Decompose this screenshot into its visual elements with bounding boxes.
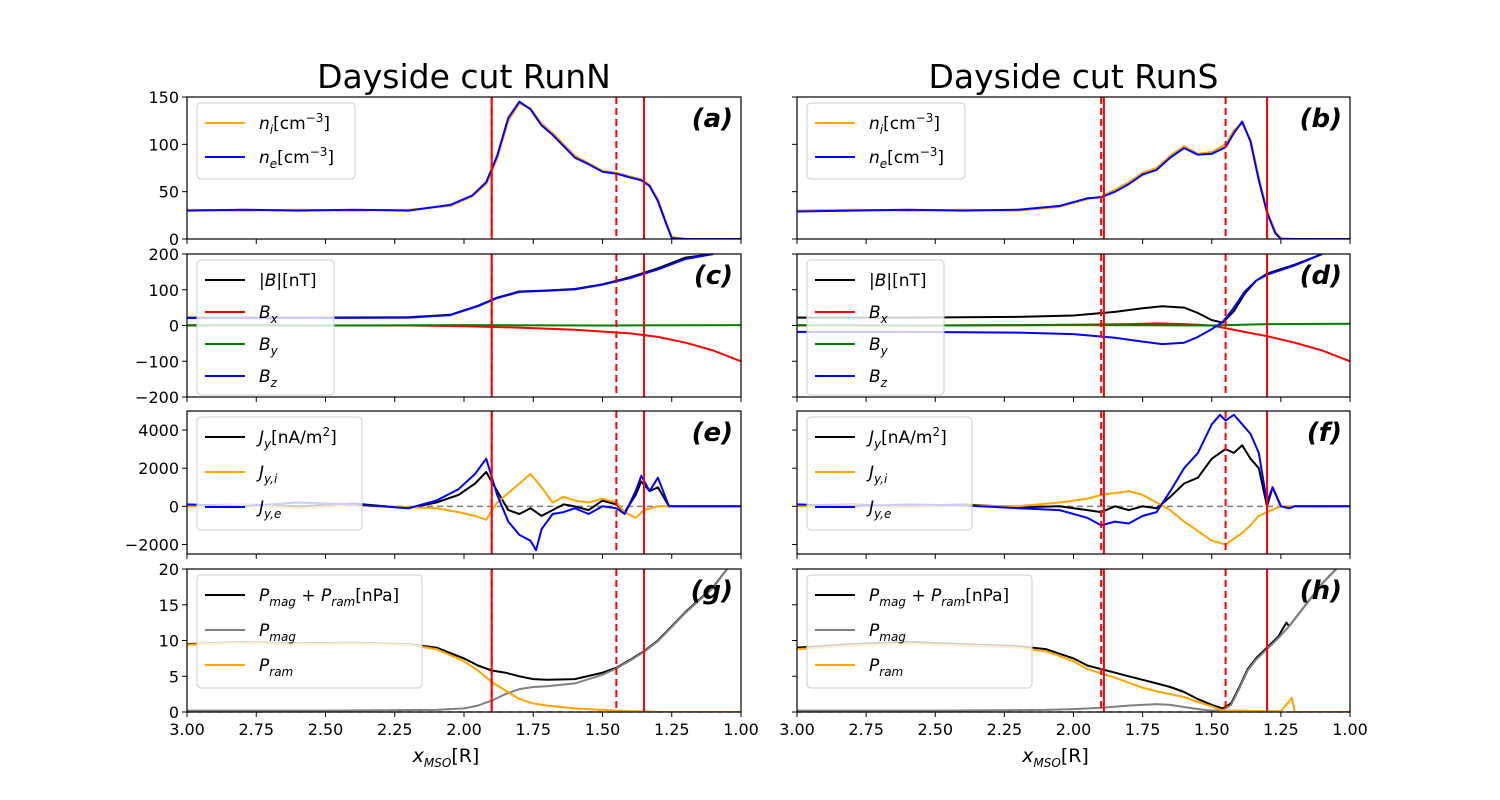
legend-label: |B|[nT]: [259, 271, 317, 291]
x-tick-label: 2.00: [446, 720, 482, 739]
panel-d: |B|[nT] Bx By Bz (d): [792, 253, 1351, 402]
panel-c: −200 −100 0 100 200 |B|[nT] Bx By Bz (c): [135, 245, 742, 407]
legend-box: [806, 416, 973, 531]
y-tick-label: 2000: [138, 459, 179, 478]
x-tick-label: 2.25: [377, 720, 413, 739]
legend-label: ne[cm−3]: [869, 145, 944, 171]
legend-label: Bz: [259, 367, 278, 390]
panel-label: (c): [694, 261, 733, 291]
x-tick-label: 2.50: [917, 720, 953, 739]
y-tick-label: 0: [169, 230, 179, 249]
legend-box: [196, 259, 335, 396]
series-line-p-mag-p-ram: [797, 569, 1337, 710]
x-tick-label: 3.00: [779, 720, 815, 739]
y-tick-label: −200: [135, 388, 179, 407]
series-line-n-e: [797, 120, 1350, 239]
legend-label: ni[cm−3]: [869, 111, 940, 137]
series-line-p-mag: [187, 569, 728, 712]
x-tick-label: 2.00: [1056, 720, 1092, 739]
panel-b: ni[cm−3] ne[cm−3] (b): [792, 96, 1351, 244]
legend-label: Pmag: [869, 621, 906, 644]
legend-label: By: [869, 335, 889, 358]
panel-a: 0 50 100 150 ni[cm−3] ne[cm−3] (a): [148, 88, 742, 249]
x-tick-label: 2.25: [987, 720, 1023, 739]
y-tick-label: 0: [169, 317, 179, 336]
y-tick-label: 0: [169, 703, 179, 722]
panel-e: −2000 0 2000 4000 Jy[nA/m2] Jy,i Jy,e (e): [125, 410, 742, 559]
y-tick-label: 20: [159, 560, 179, 579]
legend-label: |B|[nT]: [869, 271, 927, 291]
y-tick-label: 10: [159, 632, 179, 651]
panel-label: (e): [692, 418, 733, 448]
y-tick-label: 5: [169, 667, 179, 686]
legend-label: Bx: [869, 303, 889, 326]
legend-box: [196, 574, 423, 689]
y-tick-label: 100: [148, 135, 179, 154]
panel-h: 3.00 2.75 2.50 2.25 2.00 1.75 1.50 1.25 1.00 Pmag…: [779, 568, 1368, 739]
panel-g: 0 5 10 15 20 3.00 2.75 2.50 2.25 2.00 1.75 1.50 1.25…: [159, 560, 759, 739]
series-line-b-z: [187, 254, 714, 319]
series-line-j-y-i: [187, 472, 741, 521]
x-tick-label: 2.75: [238, 720, 274, 739]
x-tick-label: 1.00: [1332, 720, 1368, 739]
legend-label: ne[cm−3]: [259, 145, 334, 171]
legend-label: ni[cm−3]: [259, 111, 330, 137]
x-tick-label: 1.25: [1263, 720, 1299, 739]
chart-title: Dayside cut RunN: [317, 57, 611, 96]
y-tick-label: 150: [148, 88, 179, 107]
legend-label: Jy,i: [256, 463, 278, 486]
y-tick-label: −2000: [125, 535, 179, 554]
x-tick-label: 1.25: [654, 720, 690, 739]
x-tick-label: 1.50: [585, 720, 621, 739]
panel-label: (h): [1300, 576, 1342, 606]
chart-title: Dayside cut RunS: [929, 57, 1219, 96]
y-tick-label: 15: [159, 596, 179, 615]
series-line-j-y-i: [797, 490, 1350, 546]
panel-label: (b): [1300, 104, 1342, 134]
y-tick-label: 100: [148, 281, 179, 300]
series-line-j-y-e: [797, 413, 1350, 527]
legend-label: Jy,e: [256, 498, 281, 521]
x-tick-label: 2.50: [308, 720, 344, 739]
x-tick-label: 1.00: [723, 720, 759, 739]
legend-label: Pmag: [259, 621, 296, 644]
series-line-b-z: [797, 254, 1323, 346]
x-tick-label: 1.75: [1125, 720, 1161, 739]
y-tick-label: 200: [148, 245, 179, 264]
legend-box: [196, 416, 363, 531]
panel-f: Jy[nA/m2] Jy,i Jy,e (f): [792, 410, 1351, 559]
legend-label: Jy,i: [866, 463, 888, 486]
x-tick-label: 2.75: [848, 720, 884, 739]
x-axis-label: xMSO[R]: [1021, 745, 1089, 770]
x-axis-label: xMSO[R]: [412, 745, 480, 770]
legend-label: Bz: [869, 367, 888, 390]
panel-label: (g): [691, 576, 733, 606]
x-tick-label: 1.75: [515, 720, 551, 739]
legend-label: Jy,e: [866, 498, 891, 521]
x-tick-label: 1.50: [1194, 720, 1230, 739]
legend-label: Pmag + Pram[nPa]: [259, 586, 399, 609]
legend-label: Jy[nA/m2]: [256, 425, 337, 451]
legend-label: Bx: [259, 303, 279, 326]
legend-label: Jy[nA/m2]: [866, 425, 947, 451]
panel-label: (d): [1300, 261, 1342, 291]
legend-box: [806, 259, 945, 396]
legend-box: [806, 574, 1033, 689]
y-tick-label: 0: [169, 497, 179, 516]
panel-label: (a): [692, 104, 733, 134]
legend-label: By: [259, 335, 279, 358]
legend-label: Pram: [259, 656, 293, 679]
x-tick-label: 3.00: [169, 720, 205, 739]
panel-label: (f): [1307, 418, 1342, 448]
y-tick-label: 50: [159, 183, 179, 202]
legend-label: Pmag + Pram[nPa]: [869, 586, 1009, 609]
legend-label: Pram: [869, 656, 903, 679]
series-line-n-e: [187, 100, 741, 239]
y-tick-label: 4000: [138, 421, 179, 440]
y-tick-label: −100: [135, 352, 179, 371]
